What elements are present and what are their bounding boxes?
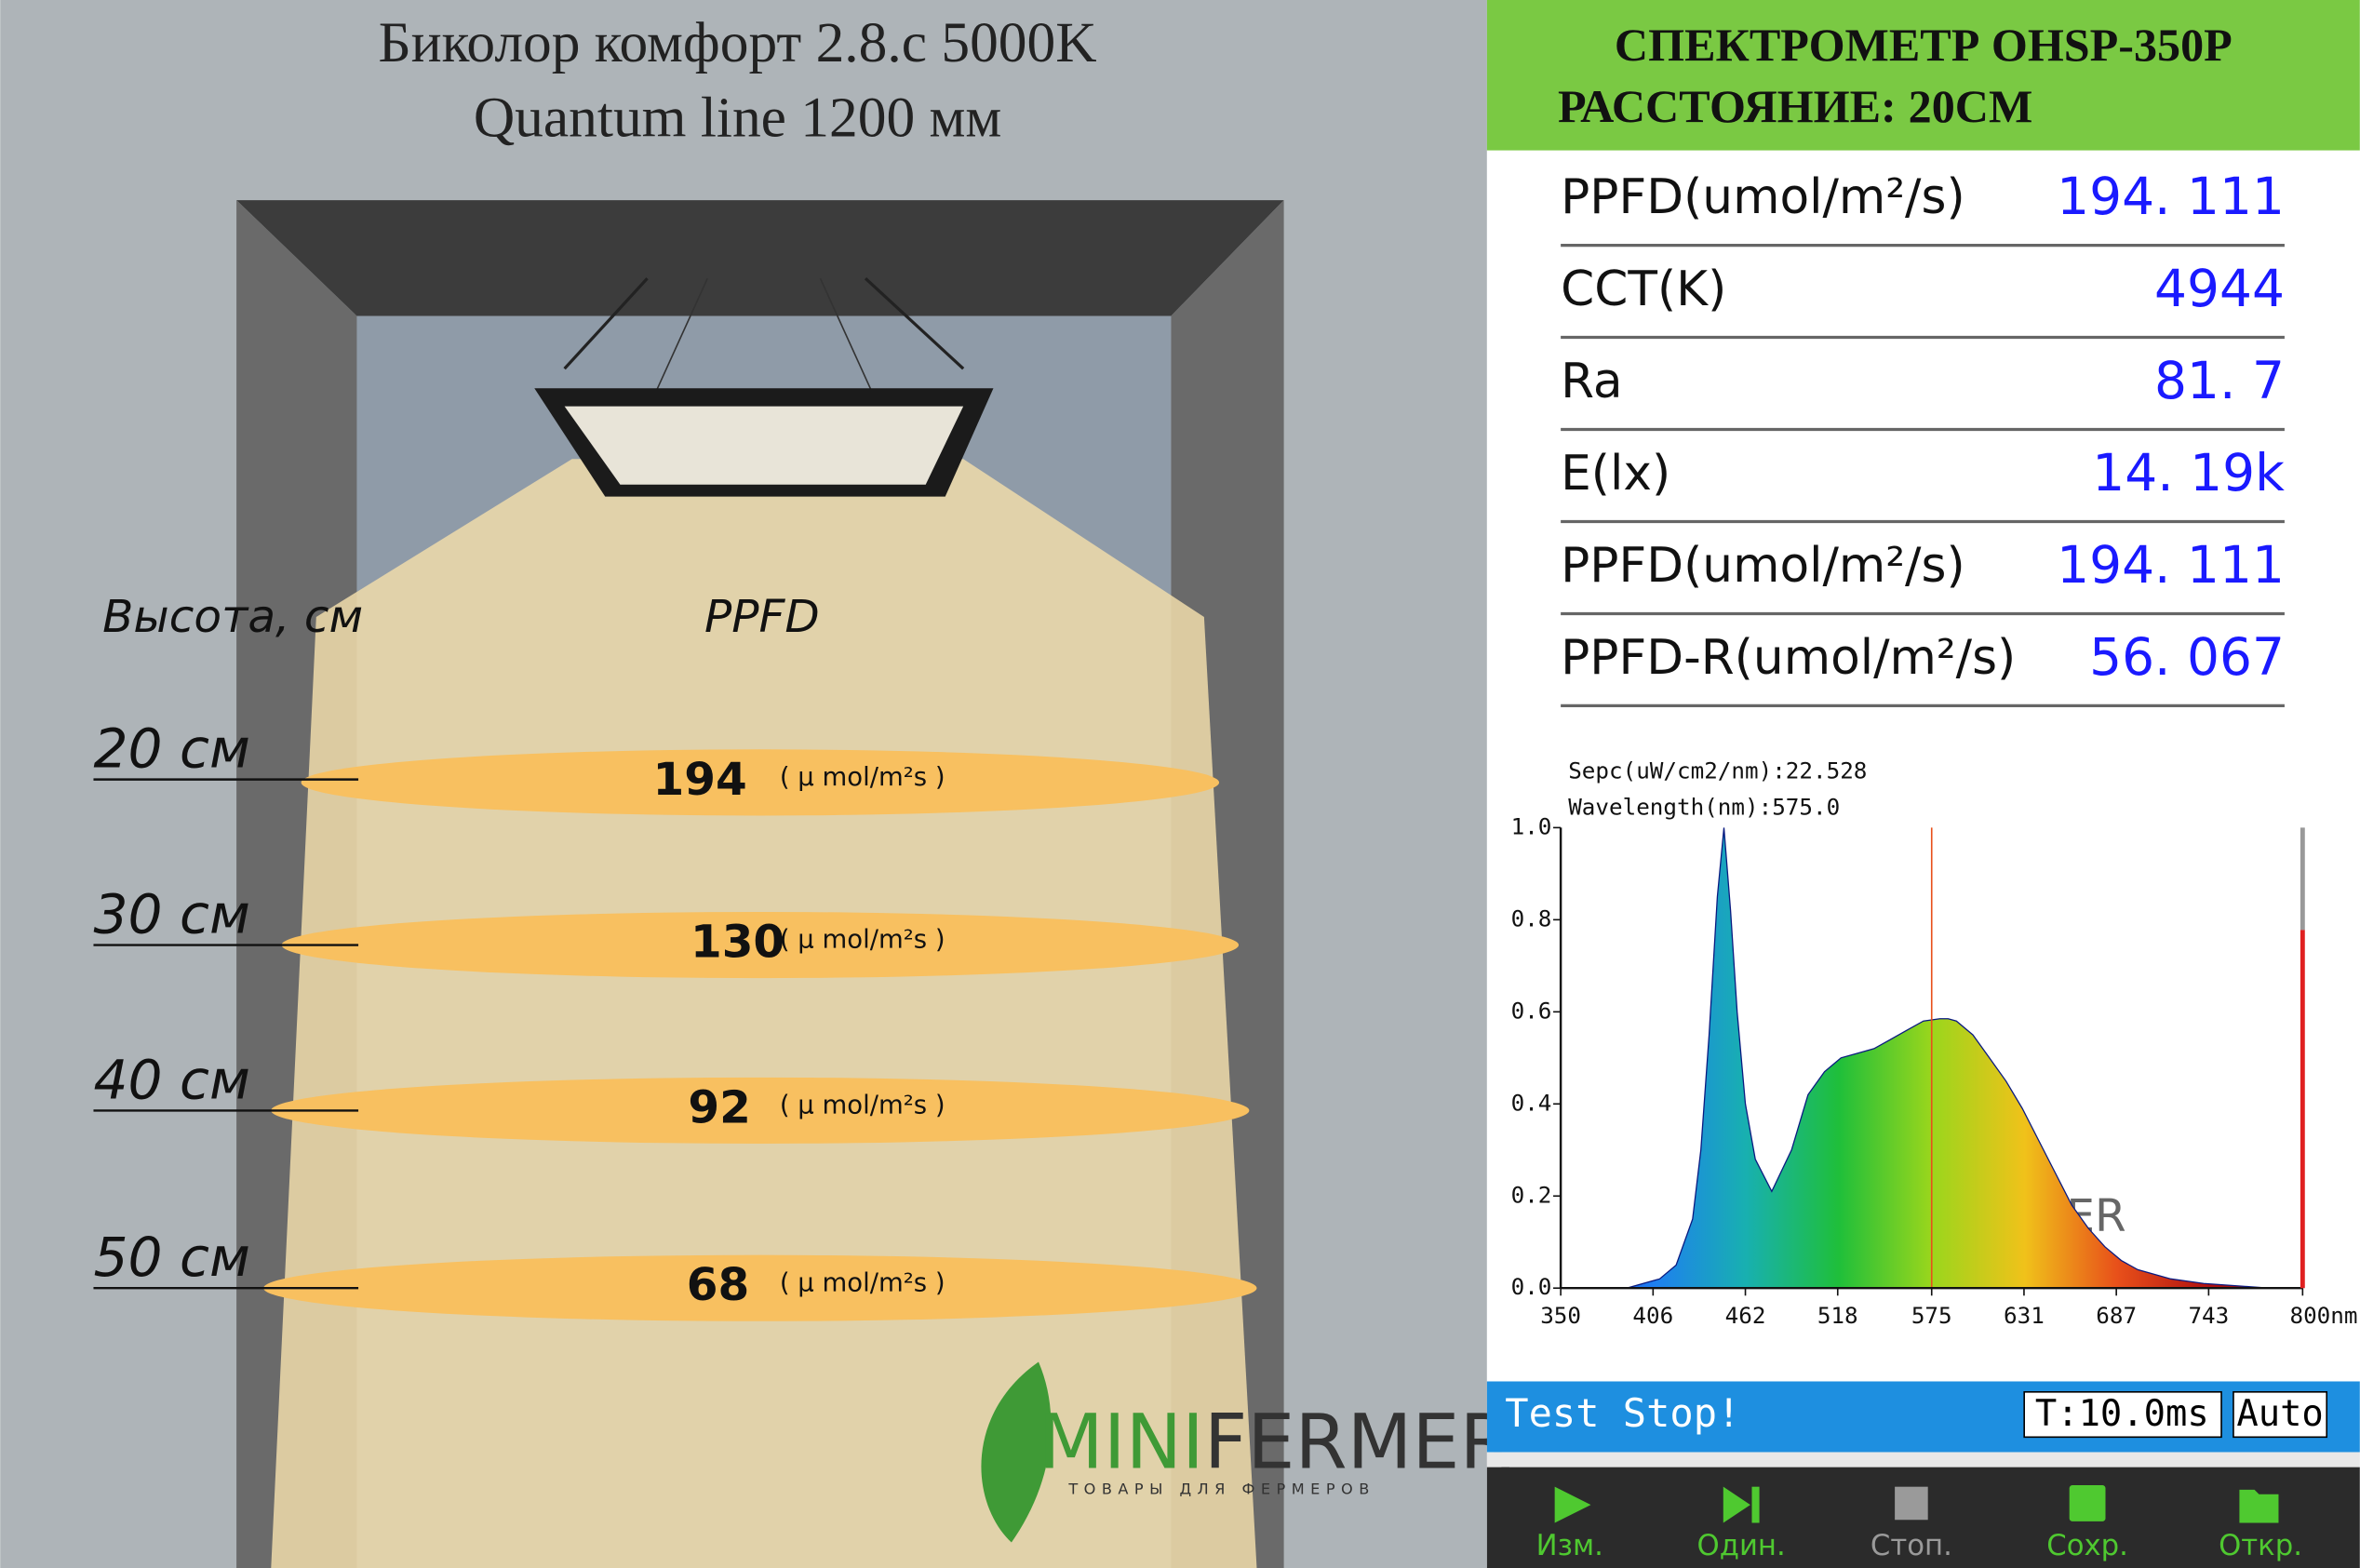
icon-step (1723, 1486, 1750, 1523)
spectrum-chart: Sepc(uW/cm2/nm):22.528 Wavelength(nm):57… (1511, 757, 2358, 1329)
reading-value: 194. 111 (2057, 167, 2285, 226)
distance-label: РАССТОЯНИЕ: (1558, 80, 1897, 132)
reading-value: 4944 (2154, 259, 2285, 318)
height-header: Высота, см (102, 591, 363, 643)
x-tick-label: 406 (1632, 1302, 1673, 1329)
spectrum-area (1626, 827, 2303, 1289)
mode-box (2233, 1390, 2328, 1439)
ppfd-zone (301, 749, 1220, 816)
ppfd-zone (281, 911, 1240, 979)
x-tick-label: 350 (1540, 1302, 1581, 1329)
reading-label: Ra (1561, 354, 1623, 409)
lamp (534, 276, 994, 497)
time-box (2023, 1390, 2222, 1439)
height-label: 20 см (93, 717, 249, 781)
reading-value: 14. 19k (2092, 443, 2285, 503)
distance: 20СМ (1909, 80, 2033, 132)
button-label[interactable]: Стоп. (1871, 1529, 1952, 1562)
ppfd-value: 130 (691, 917, 784, 969)
logo: MINI FERMER ТОВАРЫ ДЛЯ ФЕРМЕРОВ (981, 1361, 1512, 1543)
divider (1486, 1452, 2360, 1467)
readings: PPFD(umol/m²/s) 194. 111 CCT(K) 4944 Ra 81. 7… (1561, 167, 2285, 708)
height-label: 40 см (93, 1048, 249, 1111)
ppfd-value: 92 (688, 1081, 751, 1133)
ppfd-value: 68 (687, 1259, 750, 1311)
y-tick-label: 0.6 (1511, 997, 1552, 1024)
reading-label: CCT(K) (1561, 261, 1726, 317)
y-tick-label: 0.4 (1511, 1089, 1552, 1116)
time: T:10.0ms (2035, 1393, 2209, 1435)
x-tick-label: 518 (1817, 1302, 1858, 1329)
button-label[interactable]: Изм. (1536, 1529, 1603, 1562)
spectrometer-title: СПЕКТРОМЕТР OHSP-350P (1615, 19, 2233, 71)
header (1486, 0, 2360, 151)
ppfd-value: 194 (653, 754, 747, 806)
ppfd-header: PPFD (704, 591, 820, 643)
title-line: Quantum line 1200 мм (474, 87, 1002, 150)
annotation: Sepc(uW/cm2/nm):22.528 (1568, 757, 1867, 784)
icon-play (1554, 1486, 1591, 1523)
y-tick-label: 0.0 (1511, 1273, 1552, 1300)
x-tick-label: 800nm (2289, 1302, 2357, 1329)
icon-step (1751, 1486, 1760, 1523)
button-label[interactable]: Один. (1697, 1529, 1786, 1562)
x-tick-label: 462 (1725, 1302, 1766, 1329)
logo-name: FERMER (1204, 1400, 1512, 1487)
ppfd-unit: ( µ mol/m²s ) (780, 1267, 945, 1297)
ppfd-zone (263, 1254, 1257, 1321)
ppfd-zone (271, 1077, 1250, 1144)
buttons: Изм. Один. Стоп. Сохр. Откр. (1536, 1485, 2302, 1562)
x-tick-label: 743 (2188, 1302, 2229, 1329)
status: Test Stop! (1505, 1390, 1740, 1436)
y-tick-label: 0.8 (1511, 905, 1552, 931)
height-label: 30 см (93, 883, 249, 946)
reading-value: 194. 111 (2057, 535, 2285, 595)
title-line: Биколор комфорт 2.8.с 5000K (379, 11, 1097, 74)
mode: Auto (2236, 1393, 2323, 1435)
icon-open (2239, 1489, 2279, 1523)
reading-value: 81. 7 (2154, 351, 2285, 410)
reading-label: PPFD(umol/m²/s) (1561, 169, 1965, 225)
x-tick-label: 575 (1911, 1302, 1952, 1329)
height-label: 50 см (93, 1226, 249, 1289)
annotation: Wavelength(nm):575.0 (1568, 793, 1840, 820)
x-tick-label: 687 (2096, 1302, 2137, 1329)
ppfd-unit: ( µ mol/m²s ) (780, 762, 945, 792)
reading-value: 56. 067 (2089, 627, 2285, 687)
icon-stop (1895, 1486, 1928, 1521)
button-label[interactable]: Откр. (2219, 1529, 2302, 1562)
reading-label: PPFD(umol/m²/s) (1561, 538, 1965, 594)
ppfd-unit: ( µ mol/m²s ) (780, 1091, 945, 1120)
y-tick-label: 0.2 (1511, 1181, 1552, 1208)
button-label[interactable]: Сохр. (2046, 1529, 2128, 1562)
logo-tagline: ТОВАРЫ ДЛЯ ФЕРМЕРОВ (1067, 1480, 1374, 1497)
x-tick-label: 631 (2004, 1302, 2045, 1329)
y-tick-label: 1.0 (1511, 812, 1552, 839)
reading-label: PPFD-R(umol/m²/s) (1561, 630, 2016, 686)
logo-name: MINI (1039, 1400, 1204, 1487)
ppfd-unit: ( µ mol/m²s ) (780, 925, 945, 955)
levels: 20 см 194( µ mol/m²s )30 см 130( µ mol/m²s… (93, 717, 1257, 1321)
reading-label: E(lx) (1561, 446, 1670, 502)
ceiling (236, 200, 1284, 316)
icon-save (2069, 1485, 2106, 1521)
